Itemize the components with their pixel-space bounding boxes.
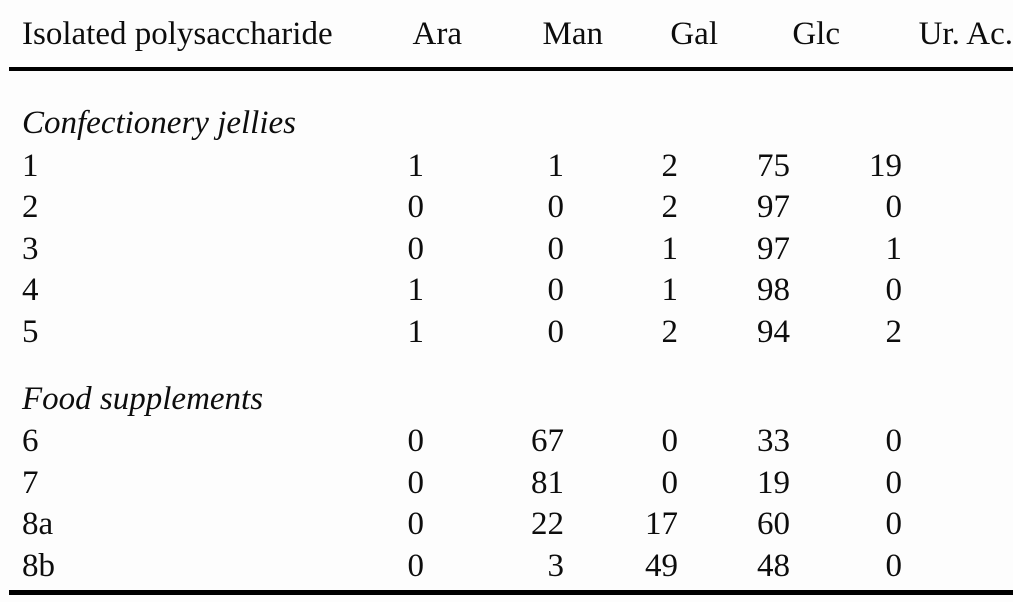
cell-ara: 1 [407, 272, 425, 309]
cell-ur-ac: 0 [885, 506, 903, 543]
row-label: 8b [22, 547, 55, 584]
row-label: 4 [22, 272, 39, 309]
cell-man: 0 [547, 272, 565, 309]
table-row: 2 0 0 2 97 0 [9, 187, 1013, 229]
cell-ara: 0 [407, 423, 425, 460]
cell-glc: 48 [757, 547, 790, 584]
row-label: 8a [22, 506, 54, 543]
cell-gal: 49 [645, 547, 678, 584]
column-header-glc: Glc [718, 0, 840, 71]
table-row: 4 1 0 1 98 0 [9, 270, 1013, 312]
section-row-confectionery-jellies: Confectionery jellies [9, 101, 1013, 145]
cell-ara: 0 [407, 230, 425, 267]
cell-man: 1 [547, 147, 565, 184]
cell-ur-ac: 0 [885, 464, 903, 501]
section-label: Food supplements [22, 380, 264, 417]
cell-ara: 0 [407, 189, 425, 226]
column-header-gal: Gal [603, 0, 718, 71]
spacer-row [9, 587, 1013, 593]
cell-ur-ac: 2 [885, 313, 903, 350]
section-row-food-supplements: Food supplements [9, 377, 1013, 421]
sugar-composition-table: Isolated polysaccharide Ara Man Gal Glc … [9, 0, 1013, 595]
cell-glc: 98 [757, 272, 790, 309]
cell-man: 0 [547, 230, 565, 267]
cell-gal: 2 [661, 189, 679, 226]
cell-glc: 75 [757, 147, 790, 184]
cell-glc: 94 [757, 313, 790, 350]
cell-gal: 0 [661, 423, 679, 460]
row-label: 7 [22, 464, 39, 501]
column-header-ara: Ara [390, 0, 462, 71]
cell-ara: 1 [407, 147, 425, 184]
column-header-isolated-polysaccharide: Isolated polysaccharide [9, 0, 390, 71]
cell-glc: 97 [757, 230, 790, 267]
cell-glc: 97 [757, 189, 790, 226]
cell-glc: 33 [757, 423, 790, 460]
spacer-row [9, 353, 1013, 377]
cell-ur-ac: 0 [885, 547, 903, 584]
cell-ara: 0 [407, 464, 425, 501]
column-header-ur-ac: Ur. Ac. [840, 0, 1013, 71]
table-row: 3 0 0 1 97 1 [9, 228, 1013, 270]
cell-gal: 0 [661, 464, 679, 501]
row-label: 6 [22, 423, 39, 460]
cell-man: 81 [531, 464, 564, 501]
table-row: 7 0 81 0 19 0 [9, 462, 1013, 504]
row-label: 2 [22, 189, 39, 226]
table-row: 5 1 0 2 94 2 [9, 311, 1013, 353]
cell-ur-ac: 0 [885, 189, 903, 226]
cell-ur-ac: 19 [869, 147, 902, 184]
column-header-man: Man [462, 0, 603, 71]
cell-ara: 1 [407, 313, 425, 350]
cell-ur-ac: 0 [885, 272, 903, 309]
cell-man: 0 [547, 189, 565, 226]
cell-man: 0 [547, 313, 565, 350]
section-label: Confectionery jellies [22, 105, 297, 141]
cell-gal: 1 [661, 272, 679, 309]
row-label: 1 [22, 147, 39, 184]
row-label: 3 [22, 230, 39, 267]
table-row: 8b 0 3 49 48 0 [9, 545, 1013, 587]
table-row: 1 1 1 2 75 19 [9, 145, 1013, 187]
cell-ur-ac: 0 [885, 423, 903, 460]
cell-gal: 2 [661, 147, 679, 184]
cell-ur-ac: 1 [885, 230, 903, 267]
table-row: 6 0 67 0 33 0 [9, 421, 1013, 463]
spacer-row [9, 69, 1013, 101]
cell-gal: 17 [645, 506, 678, 543]
cell-man: 67 [531, 423, 564, 460]
cell-glc: 60 [757, 506, 790, 543]
row-label: 5 [22, 313, 39, 350]
cell-man: 3 [547, 547, 565, 584]
cell-man: 22 [531, 506, 564, 543]
table-header-row: Isolated polysaccharide Ara Man Gal Glc … [9, 0, 1013, 71]
table-row: 8a 0 22 17 60 0 [9, 504, 1013, 546]
cell-ara: 0 [407, 547, 425, 584]
cell-glc: 19 [757, 464, 790, 501]
cell-ara: 0 [407, 506, 425, 543]
cell-gal: 2 [661, 313, 679, 350]
cell-gal: 1 [661, 230, 679, 267]
